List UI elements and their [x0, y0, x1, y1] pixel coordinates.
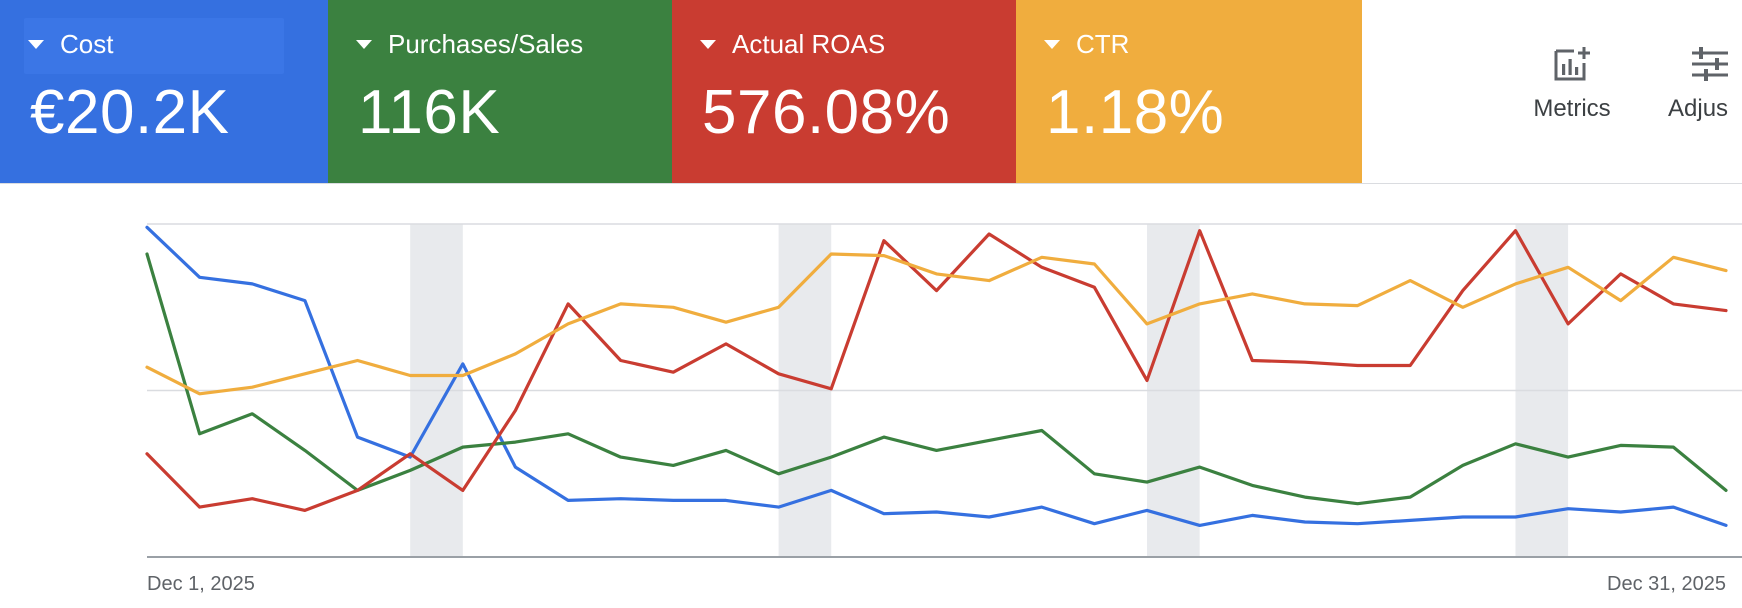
scorecard-ctr-value: 1.18% [1046, 78, 1225, 147]
scorecard-ctr[interactable]: CTR 1.18% [1016, 0, 1362, 183]
dropdown-triangle-icon[interactable] [28, 39, 44, 49]
dropdown-triangle-icon[interactable] [700, 39, 716, 49]
performance-line-chart: Dec 1, 2025 Dec 31, 2025 [145, 223, 1742, 595]
dropdown-triangle-icon[interactable] [1044, 39, 1060, 49]
adjust-label: Adjus [1668, 95, 1729, 122]
scorecard-purchases[interactable]: Purchases/Sales 116K [328, 0, 672, 183]
dropdown-triangle-icon[interactable] [356, 39, 372, 49]
cost-series-line [145, 225, 1728, 527]
scorecard-roas-label: Actual ROAS [732, 28, 886, 59]
scorecard-roas-value: 576.08% [702, 78, 951, 147]
metrics-label: Metrics [1533, 95, 1611, 122]
ctr-series-line [145, 252, 1728, 396]
scorecard-cost-header[interactable]: Cost [28, 28, 113, 60]
scorecard-cost[interactable]: Cost €20.2K [0, 0, 328, 183]
x-axis-end-label: Dec 31, 2025 [1607, 573, 1726, 595]
scorecard-ctr-label: CTR [1076, 28, 1130, 59]
gridlines [147, 223, 1742, 392]
metrics-button[interactable]: Metrics [1522, 45, 1622, 123]
roas-series-line [145, 229, 1728, 512]
metrics-chart-plus-icon [1554, 47, 1590, 81]
scorecard-roas-header[interactable]: Actual ROAS [700, 28, 885, 60]
series-lines [145, 225, 1728, 527]
scorecards: Cost €20.2K Purchases/Sales 116K Actual … [0, 0, 1362, 183]
scorecard-roas[interactable]: Actual ROAS 576.08% [672, 0, 1016, 183]
header-divider [0, 183, 1742, 184]
x-axis-start-label: Dec 1, 2025 [147, 573, 255, 595]
scorecard-purchases-header[interactable]: Purchases/Sales [356, 28, 583, 60]
scorecard-ctr-header[interactable]: CTR [1044, 28, 1129, 60]
scorecard-cost-value: €20.2K [30, 78, 230, 147]
cost-label-highlight [24, 18, 284, 74]
scorecard-cost-label: Cost [60, 28, 114, 59]
tune-sliders-icon [1692, 47, 1728, 81]
scorecard-purchases-label: Purchases/Sales [388, 28, 584, 59]
adjust-button[interactable]: Adjus [1668, 45, 1742, 123]
purchases-series-line [145, 252, 1728, 506]
scorecard-purchases-value: 116K [358, 78, 501, 147]
